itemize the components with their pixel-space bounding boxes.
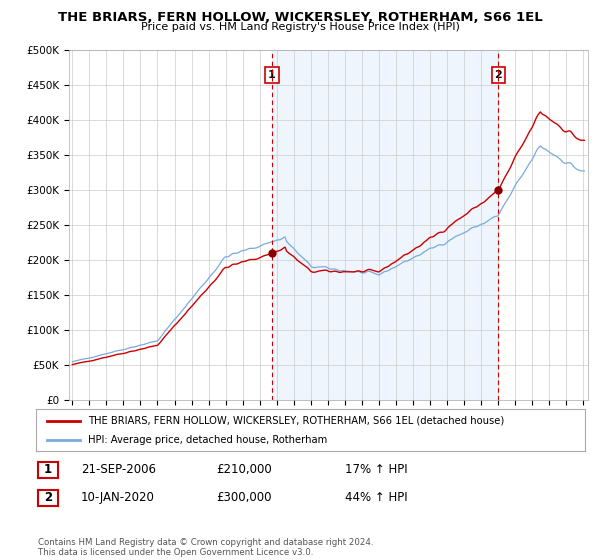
Text: 2: 2 (44, 491, 52, 505)
Text: £300,000: £300,000 (216, 491, 271, 505)
Text: Contains HM Land Registry data © Crown copyright and database right 2024.
This d: Contains HM Land Registry data © Crown c… (38, 538, 373, 557)
Text: 1: 1 (44, 463, 52, 477)
Text: HPI: Average price, detached house, Rotherham: HPI: Average price, detached house, Roth… (88, 435, 328, 445)
Text: Price paid vs. HM Land Registry's House Price Index (HPI): Price paid vs. HM Land Registry's House … (140, 22, 460, 32)
Text: THE BRIARS, FERN HOLLOW, WICKERSLEY, ROTHERHAM, S66 1EL (detached house): THE BRIARS, FERN HOLLOW, WICKERSLEY, ROT… (88, 416, 505, 426)
Text: 1: 1 (268, 70, 276, 80)
Text: £210,000: £210,000 (216, 463, 272, 477)
Text: 21-SEP-2006: 21-SEP-2006 (81, 463, 156, 477)
Text: 44% ↑ HPI: 44% ↑ HPI (345, 491, 407, 505)
Text: 17% ↑ HPI: 17% ↑ HPI (345, 463, 407, 477)
Text: THE BRIARS, FERN HOLLOW, WICKERSLEY, ROTHERHAM, S66 1EL: THE BRIARS, FERN HOLLOW, WICKERSLEY, ROT… (58, 11, 542, 24)
Text: 2: 2 (494, 70, 502, 80)
Text: 10-JAN-2020: 10-JAN-2020 (81, 491, 155, 505)
